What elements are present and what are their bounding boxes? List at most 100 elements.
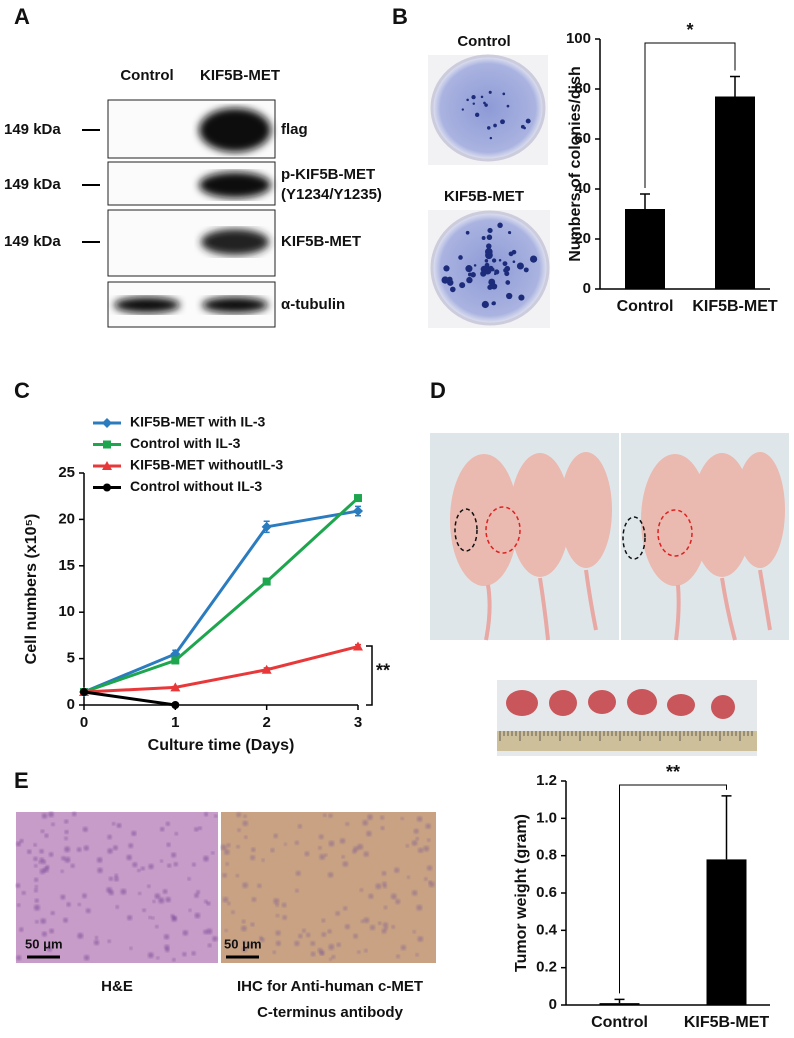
cell xyxy=(260,937,265,943)
colony xyxy=(488,90,492,94)
protein-label: flag xyxy=(281,121,308,138)
cell xyxy=(283,842,287,846)
cell xyxy=(357,950,361,954)
marker xyxy=(170,682,181,692)
cell xyxy=(335,911,341,916)
cell xyxy=(415,836,420,841)
colony xyxy=(465,265,473,273)
marker xyxy=(171,701,180,709)
colony xyxy=(519,264,524,268)
legend-label: Control without IL-3 xyxy=(130,478,262,494)
colony xyxy=(474,112,480,117)
protein-label: KIF5B-MET xyxy=(281,233,361,250)
significance-label: ** xyxy=(666,762,680,782)
cell xyxy=(63,917,68,923)
cell xyxy=(82,893,87,899)
cell xyxy=(381,871,387,876)
colony xyxy=(461,108,464,111)
lane-label: KIF5B-MET xyxy=(200,67,280,84)
cell xyxy=(108,876,113,881)
blot xyxy=(107,99,276,328)
cell xyxy=(127,915,133,921)
cell xyxy=(380,826,385,831)
cell xyxy=(163,934,170,940)
cell xyxy=(295,888,299,893)
cell xyxy=(294,940,300,947)
cell xyxy=(261,858,265,862)
cell xyxy=(275,903,279,907)
cell xyxy=(148,863,154,870)
cell xyxy=(214,814,218,818)
cell xyxy=(226,843,231,848)
cell xyxy=(242,820,249,827)
image-label: H&E xyxy=(101,978,133,995)
legend-marker xyxy=(103,440,111,449)
size-label: 149 kDa xyxy=(4,121,61,138)
cell xyxy=(187,877,191,881)
cell xyxy=(395,898,401,905)
cell xyxy=(327,872,334,878)
colony xyxy=(507,230,512,235)
cell xyxy=(137,868,141,873)
cell xyxy=(426,838,431,842)
cell xyxy=(171,916,177,922)
cell xyxy=(341,855,345,859)
colony xyxy=(529,255,538,263)
x-tick-label: Control xyxy=(591,1014,648,1031)
cell xyxy=(64,846,71,853)
cell xyxy=(167,863,172,868)
cell xyxy=(132,862,138,868)
colony xyxy=(523,126,526,130)
scale-bar-label: 50 μm xyxy=(25,936,63,951)
error-bar xyxy=(721,795,732,860)
cell xyxy=(50,911,55,916)
size-label: 149 kDa xyxy=(4,176,61,193)
cell xyxy=(165,897,171,903)
colony xyxy=(484,103,488,107)
colony xyxy=(441,276,449,284)
cell xyxy=(275,930,281,936)
cell xyxy=(126,854,132,861)
cell xyxy=(400,945,407,951)
cell xyxy=(159,826,165,832)
cell xyxy=(328,840,335,847)
colony xyxy=(486,243,492,249)
cell xyxy=(301,928,306,933)
cell xyxy=(203,929,208,935)
cell xyxy=(411,840,418,846)
cell xyxy=(328,957,333,961)
cell xyxy=(400,817,404,821)
cell xyxy=(83,954,90,961)
cell xyxy=(26,849,32,854)
cell xyxy=(416,816,423,822)
colony xyxy=(447,279,454,286)
colony xyxy=(487,284,493,290)
cell xyxy=(322,813,327,818)
cell xyxy=(250,922,255,927)
cell xyxy=(34,864,38,868)
cell xyxy=(294,840,299,845)
cell xyxy=(242,940,247,945)
y-tick-label: 0.4 xyxy=(536,921,558,938)
cell xyxy=(324,853,328,857)
cell xyxy=(241,919,246,924)
colony xyxy=(506,292,513,300)
significance-bracket xyxy=(644,42,736,188)
scale-bar-label: 50 μm xyxy=(224,936,262,951)
cell xyxy=(97,867,103,874)
cell xyxy=(107,848,113,854)
error-bar xyxy=(730,75,740,97)
marker xyxy=(353,641,363,651)
cell xyxy=(394,867,400,873)
cell xyxy=(131,830,137,836)
cell xyxy=(318,834,324,840)
cell xyxy=(66,902,71,907)
cell xyxy=(39,857,44,862)
cell xyxy=(232,941,236,946)
bar xyxy=(715,96,755,289)
cell xyxy=(129,946,133,950)
cell xyxy=(357,843,364,850)
cell xyxy=(367,814,373,820)
cell xyxy=(165,821,171,826)
cell xyxy=(77,902,81,907)
